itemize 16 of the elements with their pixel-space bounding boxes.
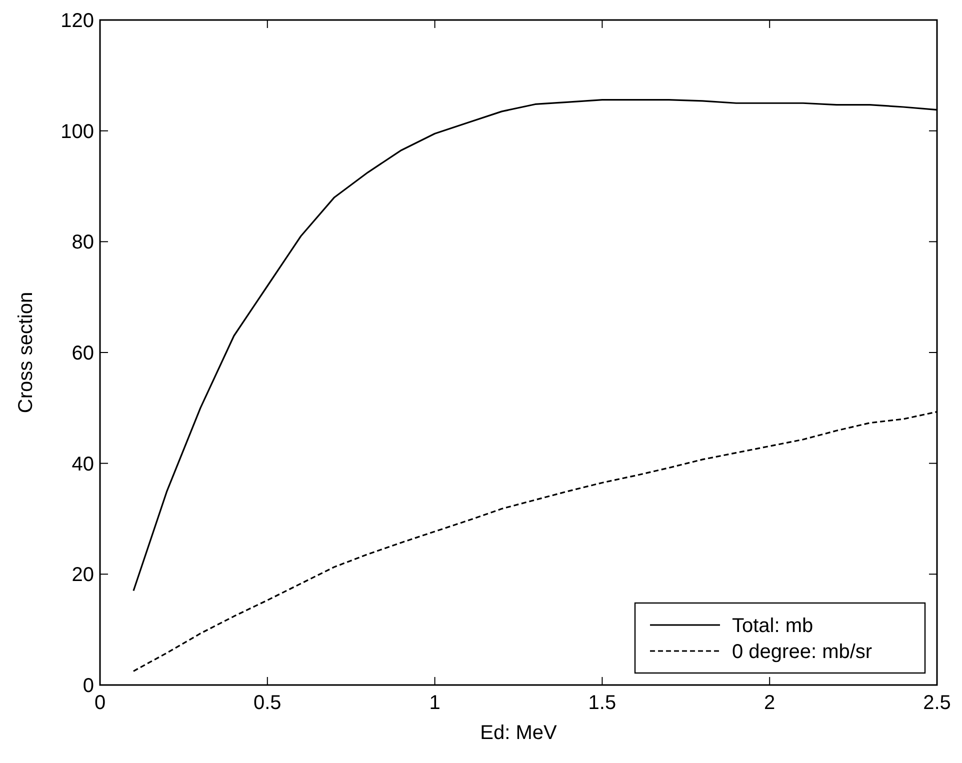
x-tick-label: 0.5 (253, 692, 282, 714)
y-tick-label: 0 (82, 675, 94, 697)
legend-label: Total: mb (732, 615, 814, 637)
x-tick-label: 1 (429, 692, 440, 714)
y-tick-label: 60 (72, 342, 94, 364)
y-tick-label: 80 (72, 232, 94, 254)
x-tick-label: 2 (764, 692, 776, 714)
y-tick-label: 100 (60, 120, 94, 143)
x-tick-label: 2.5 (923, 692, 951, 714)
x-axis-title: Ed: MeV (480, 722, 558, 744)
legend-label: 0 degree: mb/sr (732, 641, 872, 663)
y-tick-label: 120 (60, 10, 94, 32)
y-axis-title: Cross section (15, 292, 37, 414)
y-tick-label: 20 (72, 564, 94, 586)
x-tick-label: 1.5 (588, 692, 616, 714)
y-tick-label: 40 (72, 453, 94, 476)
